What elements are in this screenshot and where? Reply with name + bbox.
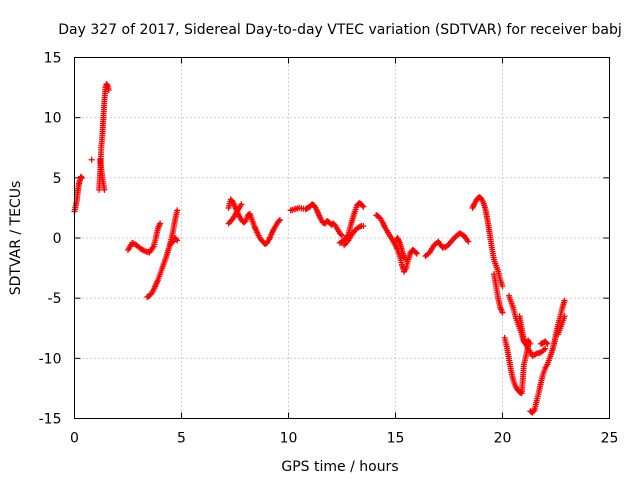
data-point [78,174,85,181]
data-point [499,309,506,316]
data-point [147,291,154,298]
data-point [88,156,95,163]
data-point [561,297,568,304]
data-point [530,408,537,415]
y-tick-label: 5 [53,171,62,187]
x-tick-label: 10 [280,431,298,447]
data-point [331,221,338,228]
data-point [376,214,383,221]
data-point [339,232,345,239]
data-point [499,283,506,290]
data-point [276,216,283,223]
data-point [168,239,175,246]
x-tick-label: 20 [494,431,512,447]
x-axis-label: GPS time / hours [281,459,398,475]
data-point [101,186,108,193]
chart-title: Day 327 of 2017, Sidereal Day-to-day VTE… [58,22,621,38]
data-point [174,237,181,244]
data-point [157,220,164,227]
y-tick-label: 10 [44,111,62,127]
data-point [238,201,245,208]
y-tick-label: 0 [53,231,62,247]
data-points [71,80,568,416]
data-point [174,207,181,214]
x-tick-label: 0 [70,431,79,447]
data-point [561,313,568,320]
data-point [403,256,410,263]
data-point [360,203,367,210]
data-point [412,249,419,256]
y-tick-label: -10 [39,351,62,367]
data-point [360,222,367,229]
x-tick-label: 25 [601,431,619,447]
data-point [542,345,549,352]
data-point [544,340,551,347]
data-point [105,86,112,93]
data-point [402,255,409,262]
plot-frame [74,57,610,419]
axes: 0 5 10 15 20 25 -15 -10 -5 0 5 10 15 [39,51,619,447]
data-point [413,250,420,257]
data-point [543,339,550,346]
data-point [173,236,180,243]
data-point [337,231,344,238]
y-tick-label: 15 [44,51,62,67]
data-point [77,173,84,180]
y-tick-label: -5 [48,291,62,307]
x-tick-label: 15 [387,431,405,447]
y-tick-label: -15 [39,412,62,428]
data-point [465,238,472,245]
data-point [359,202,366,209]
x-tick-label: 5 [177,431,186,447]
y-axis-label: SDTVAR / TECUs [8,181,24,296]
data-point [275,218,282,225]
